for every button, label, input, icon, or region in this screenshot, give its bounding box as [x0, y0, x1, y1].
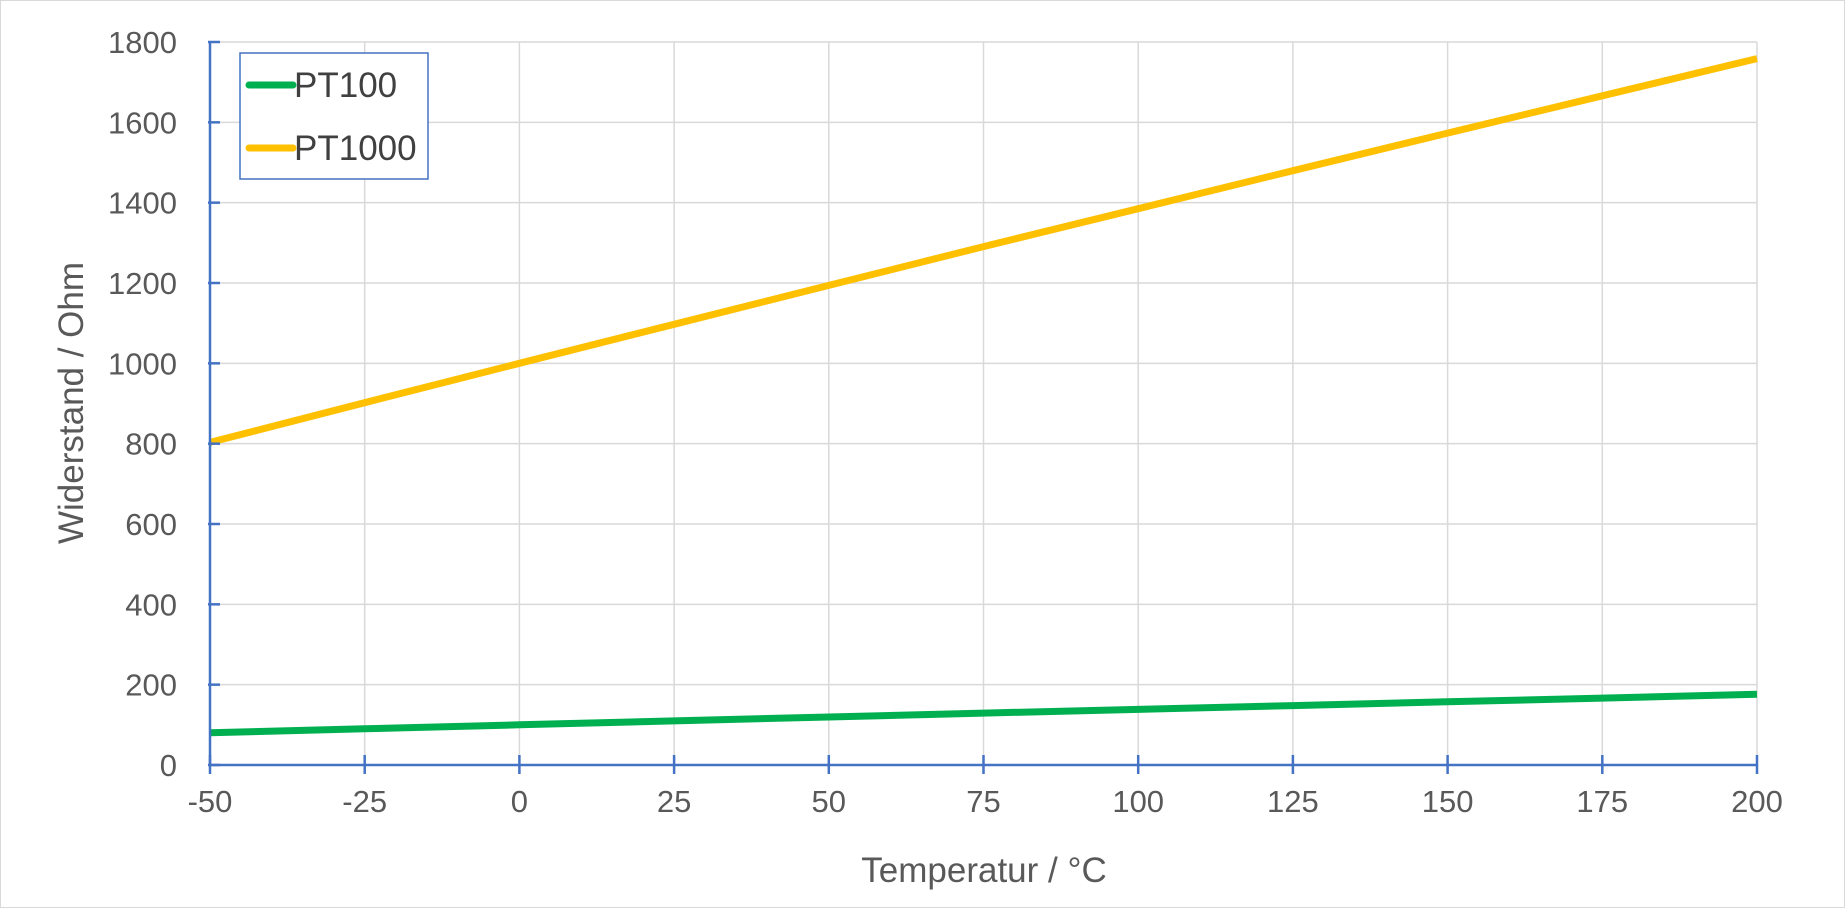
y-tick-label: 800 — [125, 427, 177, 462]
x-axis-title: Temperatur / °C — [861, 851, 1106, 890]
x-tick-label: -25 — [342, 784, 387, 819]
x-tick-label: -50 — [188, 784, 233, 819]
x-tick-label: 0 — [511, 784, 528, 819]
y-tick-label: 200 — [125, 668, 177, 703]
grid — [210, 41, 1758, 765]
axes — [208, 40, 1759, 774]
y-tick-label: 1400 — [108, 186, 177, 221]
x-tick-label: 150 — [1422, 784, 1474, 819]
y-tick-label: 1000 — [108, 346, 177, 381]
legend-label-pt1000: PT1000 — [294, 129, 417, 168]
y-axis-title: Widerstand / Ohm — [52, 262, 91, 544]
legend-label-pt100: PT100 — [294, 66, 397, 105]
legend: PT100 PT1000 — [239, 52, 429, 180]
plot-series — [209, 55, 1758, 737]
x-tick-label: 200 — [1731, 784, 1783, 819]
series-line-pt1000 — [209, 55, 1758, 446]
x-tick-label: 75 — [966, 784, 1000, 819]
y-tick-label: 0 — [160, 748, 177, 783]
x-tick-label: 175 — [1576, 784, 1628, 819]
x-tick-label: 25 — [657, 784, 691, 819]
y-tick-label: 600 — [125, 507, 177, 542]
y-tick-label: 1800 — [108, 25, 177, 60]
y-tick-label: 1600 — [108, 105, 177, 140]
x-tick-label: 100 — [1112, 784, 1164, 819]
x-tick-label: 125 — [1267, 784, 1319, 819]
y-tick-label: 400 — [125, 587, 177, 622]
tick-labels: 0 200 400 600 800 1000 1200 1400 1600 1800 -50 -25 0… — [108, 25, 1783, 819]
y-tick-label: 1200 — [108, 266, 177, 301]
series-line-pt100 — [209, 690, 1758, 737]
x-tick-label: 50 — [812, 784, 846, 819]
legend-box — [239, 52, 429, 180]
